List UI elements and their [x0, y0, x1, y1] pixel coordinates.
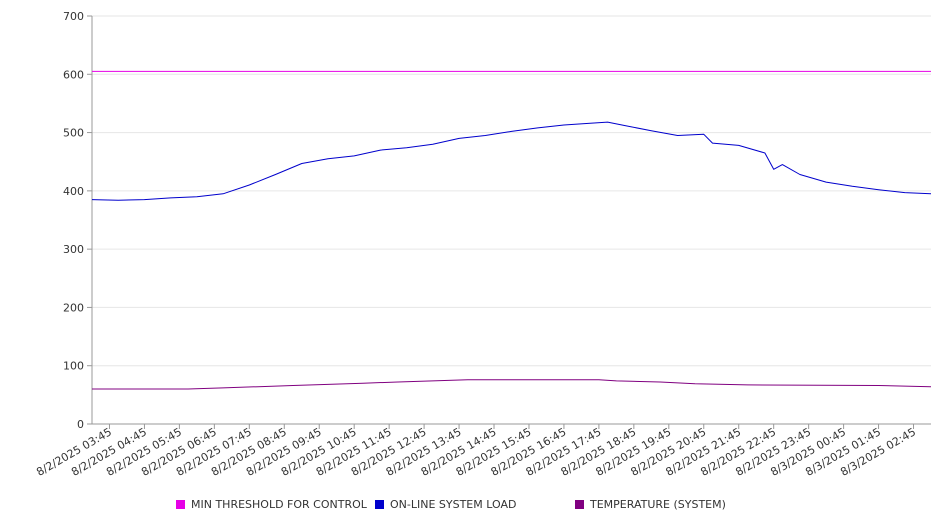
legend-item-temperature[interactable]: TEMPERATURE (SYSTEM) — [575, 498, 726, 511]
legend-swatch — [375, 500, 384, 509]
y-tick-label: 500 — [63, 127, 84, 140]
gridlines — [92, 15, 931, 367]
y-tick-label: 700 — [63, 10, 84, 23]
x-axis-ticks: 8/2/2025 03:458/2/2025 04:458/2/2025 05:… — [34, 424, 918, 479]
y-tick-label: 300 — [63, 243, 84, 256]
legend-item-min-threshold[interactable]: MIN THRESHOLD FOR CONTROL — [176, 498, 367, 511]
axes — [91, 16, 931, 425]
legend-item-system-load[interactable]: ON-LINE SYSTEM LOAD — [375, 498, 516, 511]
legend-label: MIN THRESHOLD FOR CONTROL — [191, 498, 367, 511]
legend-label: ON-LINE SYSTEM LOAD — [390, 498, 517, 511]
legend: MIN THRESHOLD FOR CONTROL ON-LINE SYSTEM… — [0, 498, 946, 516]
series-line-2 — [92, 379, 932, 390]
series-lines — [91, 70, 932, 390]
y-tick-label: 0 — [77, 418, 84, 431]
y-tick-label: 400 — [63, 185, 84, 198]
legend-label: TEMPERATURE (SYSTEM) — [590, 498, 726, 511]
series-line-1 — [91, 121, 932, 201]
y-tick-label: 600 — [63, 68, 84, 81]
y-tick-label: 100 — [63, 360, 84, 373]
y-tick-label: 200 — [63, 301, 84, 314]
legend-swatch — [575, 500, 584, 509]
legend-swatch — [176, 500, 185, 509]
y-axis-ticks: 0 100 200 300 400 500 600 700 — [63, 10, 92, 431]
